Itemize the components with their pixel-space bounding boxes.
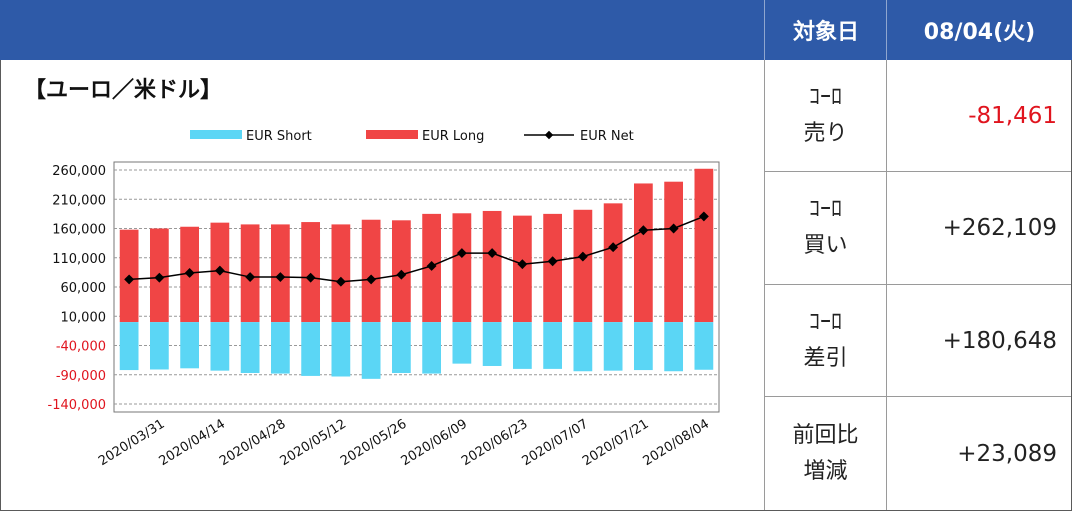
bar-short	[603, 322, 623, 371]
bar-long	[694, 168, 714, 323]
y-tick-label: 10,000	[61, 310, 107, 325]
pair-title: 【ユーロ／米ドル】	[24, 78, 223, 103]
header-date-label: 対象日	[764, 0, 887, 60]
divider	[764, 284, 1071, 285]
legend-swatch	[366, 130, 418, 139]
net-point	[154, 272, 165, 283]
bar-short	[543, 322, 563, 369]
bar-short	[664, 322, 684, 372]
x-tick-label: 2020/04/14	[156, 417, 227, 469]
bar-long	[301, 222, 321, 323]
y-tick-label: 60,000	[61, 281, 107, 296]
x-tick-label: 2020/03/31	[96, 417, 167, 469]
bar-short	[452, 322, 472, 364]
divider	[764, 396, 1071, 397]
row-value-change: +23,089	[957, 440, 1057, 467]
bar-short	[301, 322, 321, 376]
row-label-line1: 前回比	[792, 422, 859, 448]
row-label-sell: ｺｰﾛ 売り	[765, 61, 886, 171]
positions-chart: EUR Short EUR Long EUR Net 260,000 210,000 16…	[48, 129, 720, 469]
bar-short	[694, 322, 714, 370]
bar-long	[482, 210, 502, 323]
net-point	[608, 242, 619, 253]
y-tick-label: -140,000	[48, 398, 106, 413]
y-tick-label: 260,000	[52, 164, 106, 179]
net-line	[129, 215, 705, 283]
bar-long	[664, 181, 684, 323]
header-bar	[0, 0, 764, 60]
x-tick-label: 2020/05/12	[277, 417, 348, 469]
row-label-net: ｺｰﾛ 差引	[765, 285, 886, 396]
y-tick-label: 110,000	[52, 252, 106, 267]
bar-short	[633, 322, 653, 371]
row-value-net: +180,648	[942, 327, 1057, 354]
row-label-line2: 差引	[803, 345, 848, 371]
net-point	[305, 272, 316, 283]
bar-short	[512, 322, 532, 369]
bar-short	[270, 322, 290, 374]
divider	[886, 60, 887, 510]
x-tick-label: 2020/06/23	[459, 417, 530, 469]
row-label-line1: ｺｰﾛ	[808, 197, 842, 222]
legend-swatch	[190, 130, 242, 139]
bar-long	[603, 203, 623, 323]
row-value-buy: +262,109	[942, 215, 1057, 241]
net-point	[698, 211, 709, 222]
x-tick-label: 2020/05/26	[338, 417, 409, 469]
net-point	[577, 251, 588, 262]
net-point	[517, 259, 528, 270]
bar-long	[633, 183, 653, 323]
bar-long	[573, 209, 593, 323]
y-tick-label: -90,000	[56, 369, 106, 384]
row-label-line2: 買い	[803, 233, 848, 258]
x-tick-label: 2020/04/28	[217, 417, 288, 469]
net-point	[214, 265, 225, 276]
bar-short	[573, 322, 593, 372]
legend-label: EUR Long	[422, 129, 484, 144]
net-point	[366, 274, 377, 285]
legend-label: EUR Net	[580, 129, 634, 144]
bar-short	[149, 322, 169, 370]
net-point	[124, 274, 135, 285]
bar-short	[422, 322, 442, 374]
net-point	[184, 268, 195, 278]
bar-short	[331, 322, 351, 377]
y-tick-label: 210,000	[52, 193, 106, 208]
row-label-line1: ｺｰﾛ	[808, 85, 842, 110]
row-label-line1: ｺｰﾛ	[808, 309, 842, 335]
y-tick-label: 160,000	[52, 223, 106, 238]
x-tick-label: 2020/06/09	[398, 417, 469, 469]
divider	[764, 171, 1071, 172]
net-point	[668, 223, 679, 234]
bar-short	[361, 322, 381, 379]
net-point	[335, 276, 346, 287]
net-point	[638, 225, 649, 236]
x-tick-label: 2020/07/07	[519, 417, 590, 469]
bar-long	[331, 224, 351, 323]
bar-long	[543, 213, 563, 323]
bar-short	[482, 322, 502, 366]
row-label-buy: ｺｰﾛ 買い	[765, 172, 886, 284]
bar-short	[180, 322, 200, 369]
row-label-line2: 売り	[803, 121, 848, 146]
y-tick-label: -40,000	[56, 340, 106, 355]
net-point	[547, 256, 558, 267]
bar-short	[210, 322, 230, 371]
legend-marker	[544, 130, 554, 140]
net-point	[245, 272, 256, 283]
bar-long	[361, 219, 381, 323]
row-label-line2: 増減	[803, 458, 848, 484]
row-label-change: 前回比 増減	[765, 397, 886, 510]
legend-label: EUR Short	[246, 129, 312, 144]
divider	[764, 60, 765, 510]
x-tick-label: 2020/08/04	[640, 417, 711, 469]
bar-short	[391, 322, 411, 373]
bar-long	[452, 213, 472, 323]
bar-short	[240, 322, 260, 373]
header-date-value: 08/04(火)	[886, 0, 1072, 60]
x-tick-label: 2020/07/21	[580, 417, 651, 469]
row-value-sell: -81,461	[968, 103, 1057, 129]
bar-short	[119, 322, 139, 371]
